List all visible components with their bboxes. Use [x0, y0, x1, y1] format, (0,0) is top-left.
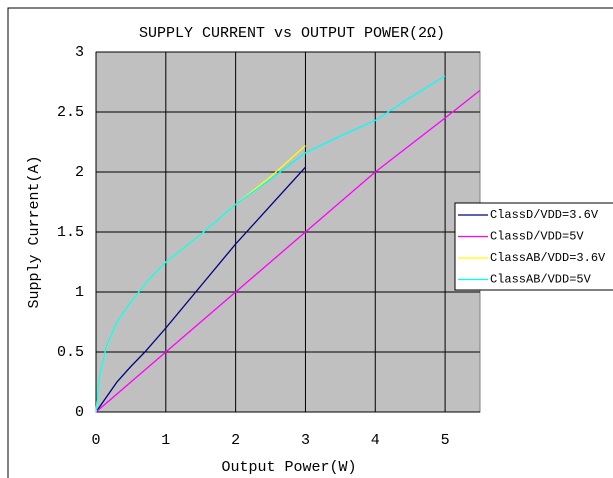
legend-label: ClassD/VDD=5V	[490, 230, 584, 244]
series-line	[95, 166, 306, 413]
x-tick-label: 4	[371, 432, 380, 449]
chart-title: SUPPLY CURRENT vs OUTPUT POWER(2Ω)	[139, 25, 445, 42]
y-tick-label: 1	[75, 284, 84, 301]
y-tick-label: 2	[75, 164, 84, 181]
x-tick-label: 1	[161, 432, 170, 449]
y-tick-label: 2.5	[57, 104, 84, 121]
series-line	[95, 89, 481, 413]
y-axis-label: Supply Current(A)	[26, 155, 43, 308]
x-tick-label: 3	[301, 432, 310, 449]
legend-label: ClassAB/VDD=5V	[490, 273, 592, 287]
y-tick-label: 0.5	[57, 344, 84, 361]
legend-box	[454, 202, 613, 291]
legend-label: ClassD/VDD=3.6V	[490, 208, 599, 222]
x-tick-label: 2	[231, 432, 240, 449]
y-tick-label: 3	[75, 44, 84, 61]
x-axis-label: Output Power(W)	[221, 459, 356, 476]
y-tick-label: 1.5	[57, 224, 84, 241]
x-tick-label: 5	[441, 432, 450, 449]
series-line	[95, 75, 446, 413]
y-tick-label: 0	[75, 404, 84, 421]
legend-label: ClassAB/VDD=3.6V	[490, 251, 606, 265]
x-tick-label: 0	[91, 432, 100, 449]
